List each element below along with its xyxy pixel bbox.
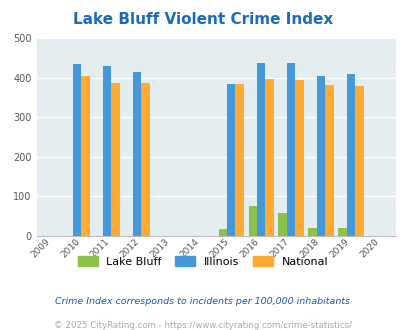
Bar <box>346 74 354 236</box>
Bar <box>337 228 346 236</box>
Bar <box>248 206 256 236</box>
Legend: Lake Bluff, Illinois, National: Lake Bluff, Illinois, National <box>77 256 328 267</box>
Text: © 2025 CityRating.com - https://www.cityrating.com/crime-statistics/: © 2025 CityRating.com - https://www.city… <box>54 321 351 330</box>
Bar <box>264 79 273 236</box>
Bar <box>226 84 235 236</box>
Bar <box>132 72 141 236</box>
Bar <box>294 80 303 236</box>
Bar <box>278 214 286 236</box>
Bar <box>324 85 333 236</box>
Bar <box>354 86 362 236</box>
Bar <box>286 62 294 236</box>
Text: Crime Index corresponds to incidents per 100,000 inhabitants: Crime Index corresponds to incidents per… <box>55 297 350 306</box>
Text: Lake Bluff Violent Crime Index: Lake Bluff Violent Crime Index <box>72 12 333 26</box>
Bar <box>256 62 264 236</box>
Bar <box>316 76 324 236</box>
Bar <box>141 83 149 236</box>
Bar <box>111 83 119 236</box>
Bar <box>81 76 90 236</box>
Bar <box>235 84 243 236</box>
Bar <box>73 64 81 236</box>
Bar <box>103 66 111 236</box>
Bar <box>308 228 316 236</box>
Bar <box>218 229 226 236</box>
